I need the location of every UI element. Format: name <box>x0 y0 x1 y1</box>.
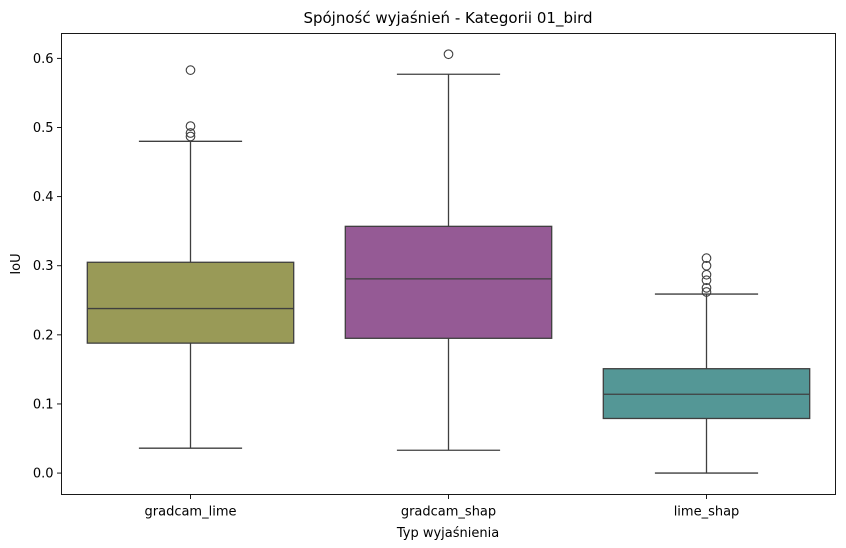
outlier-point <box>185 65 196 75</box>
box-group-lime_shap <box>602 253 811 474</box>
outlier-point <box>701 275 712 286</box>
outlier-point <box>701 260 712 271</box>
y-tick-label: 0.5 <box>33 121 54 136</box>
box-group-gradcam_lime <box>86 65 295 449</box>
x-tick-label: lime_shap <box>674 505 740 520</box>
y-tick-label: 0.6 <box>33 52 54 67</box>
outlier-point <box>701 287 712 297</box>
outlier-point <box>701 269 712 280</box>
chart-title: Spójność wyjaśnień - Kategorii 01_bird <box>303 9 592 28</box>
y-tick-label: 0.1 <box>33 397 54 412</box>
y-tick-label: 0.2 <box>33 328 54 343</box>
box-gradcam_lime <box>86 261 295 344</box>
y-tick-label: 0.4 <box>33 190 54 205</box>
y-tick-label: 0.0 <box>33 467 54 482</box>
outlier-point <box>701 253 712 263</box>
x-tick-label: gradcam_lime <box>145 505 237 520</box>
outlier-point <box>443 49 454 60</box>
outlier-point <box>701 282 712 293</box>
box-lime_shap <box>602 368 811 420</box>
y-axis: 0.0 0.1 0.2 0.3 0.4 0.5 0.6 <box>33 52 62 482</box>
x-axis-label: Typ wyjaśnienia <box>396 526 499 541</box>
outlier-point <box>185 128 196 138</box>
x-axis: gradcam_lime gradcam_shap lime_shap <box>145 494 740 520</box>
outlier-point <box>185 131 196 142</box>
y-axis-label: IoU <box>9 253 24 274</box>
box-group-gradcam_shap <box>344 49 553 451</box>
plot-area <box>86 49 811 474</box>
box-gradcam_shap <box>344 225 553 339</box>
x-tick-label: gradcam_shap <box>401 505 496 520</box>
outlier-point <box>185 121 196 131</box>
y-tick-label: 0.3 <box>33 259 54 274</box>
